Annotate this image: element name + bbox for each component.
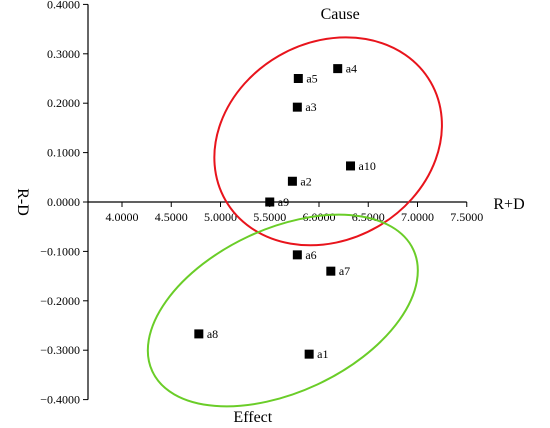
- y-tick-label: −0.1000: [40, 244, 80, 258]
- point-label-a10: a10: [359, 159, 376, 173]
- point-label-a9: a9: [278, 195, 289, 209]
- y-tick-label: −0.2000: [40, 294, 80, 308]
- point-marker-a6: [292, 250, 302, 260]
- point-label-a6: a6: [305, 248, 316, 262]
- point-label-a2: a2: [300, 174, 311, 188]
- point-label-a8: a8: [207, 327, 218, 341]
- y-tick-label: 0.4000: [47, 0, 80, 11]
- point-marker-a9: [265, 197, 275, 207]
- point-label-a1: a1: [317, 347, 328, 361]
- x-tick-label: 5.0000: [204, 210, 237, 224]
- y-tick-label: −0.3000: [40, 343, 80, 357]
- point-marker-a4: [333, 64, 343, 74]
- x-tick-label: 5.5000: [253, 210, 286, 224]
- point-label-a3: a3: [305, 100, 316, 114]
- cause-group-ellipse: [213, 36, 443, 247]
- y-tick-label: 0.0000: [47, 195, 80, 209]
- point-label-a4: a4: [346, 62, 357, 76]
- point-label-a7: a7: [339, 264, 350, 278]
- point-marker-a3: [292, 102, 302, 112]
- cause-group-label: Cause: [321, 6, 360, 23]
- point-marker-a5: [293, 74, 303, 83]
- point-marker-a1: [304, 349, 314, 359]
- point-marker-a7: [326, 266, 336, 276]
- point-marker-a8: [194, 329, 204, 339]
- group-ellipses: Cause Effect: [146, 6, 443, 426]
- x-tick-label: 7.0000: [401, 210, 434, 224]
- axes: 4.0000 4.5000 5.0000 5.5000 6.0000 6.5000 7.00…: [40, 0, 483, 407]
- y-tick-label: 0.1000: [47, 146, 80, 160]
- point-marker-a10: [346, 161, 356, 171]
- effect-group-ellipse: [146, 213, 419, 408]
- y-tick-label: −0.4000: [40, 393, 80, 407]
- x-tick-label: 4.0000: [106, 210, 139, 224]
- x-axis-title: R+D: [493, 196, 524, 213]
- effect-group-label: Effect: [233, 409, 272, 426]
- point-marker-a2: [287, 176, 297, 186]
- data-points: a1 a2 a3 a4 a5 a6 a7 a8 a9 a10: [194, 62, 376, 361]
- x-tick-label: 4.5000: [155, 210, 188, 224]
- y-axis-title: R-D: [14, 188, 31, 216]
- x-tick-label: 6.0000: [303, 210, 336, 224]
- y-tick-label: 0.2000: [47, 96, 80, 110]
- point-label-a5: a5: [306, 72, 317, 86]
- y-tick-label: 0.3000: [47, 47, 80, 61]
- x-tick-label: 7.5000: [450, 210, 483, 224]
